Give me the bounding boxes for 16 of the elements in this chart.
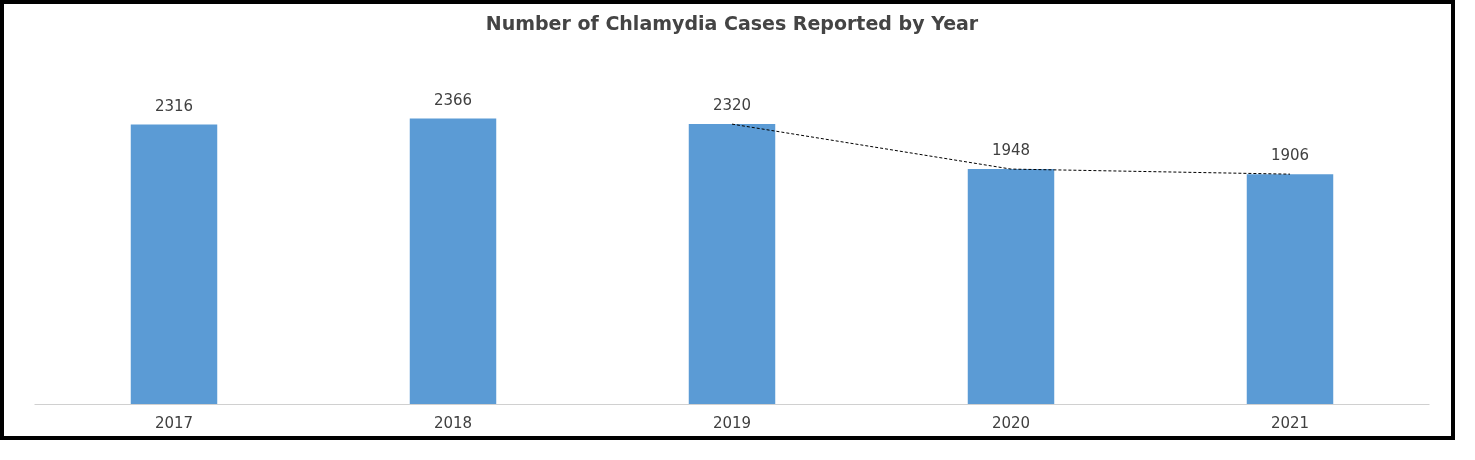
bar [130,124,218,405]
bar [409,118,497,405]
x-tick-label: 2017 [154,413,194,432]
chart-title: Number of Chlamydia Cases Reported by Year [485,11,979,34]
x-tick-label: 2021 [1270,413,1310,432]
x-tick-label: 2019 [712,413,752,432]
x-tick-label: 2018 [433,413,473,432]
bar [967,169,1055,405]
data-label: 2366 [433,90,473,109]
data-label: 1906 [1270,146,1310,165]
data-label: 2316 [154,96,194,115]
data-label: 1948 [991,141,1031,160]
bar [1246,174,1334,405]
x-tick-label: 2020 [991,413,1031,432]
data-label: 2320 [712,96,752,115]
bar [688,124,776,405]
